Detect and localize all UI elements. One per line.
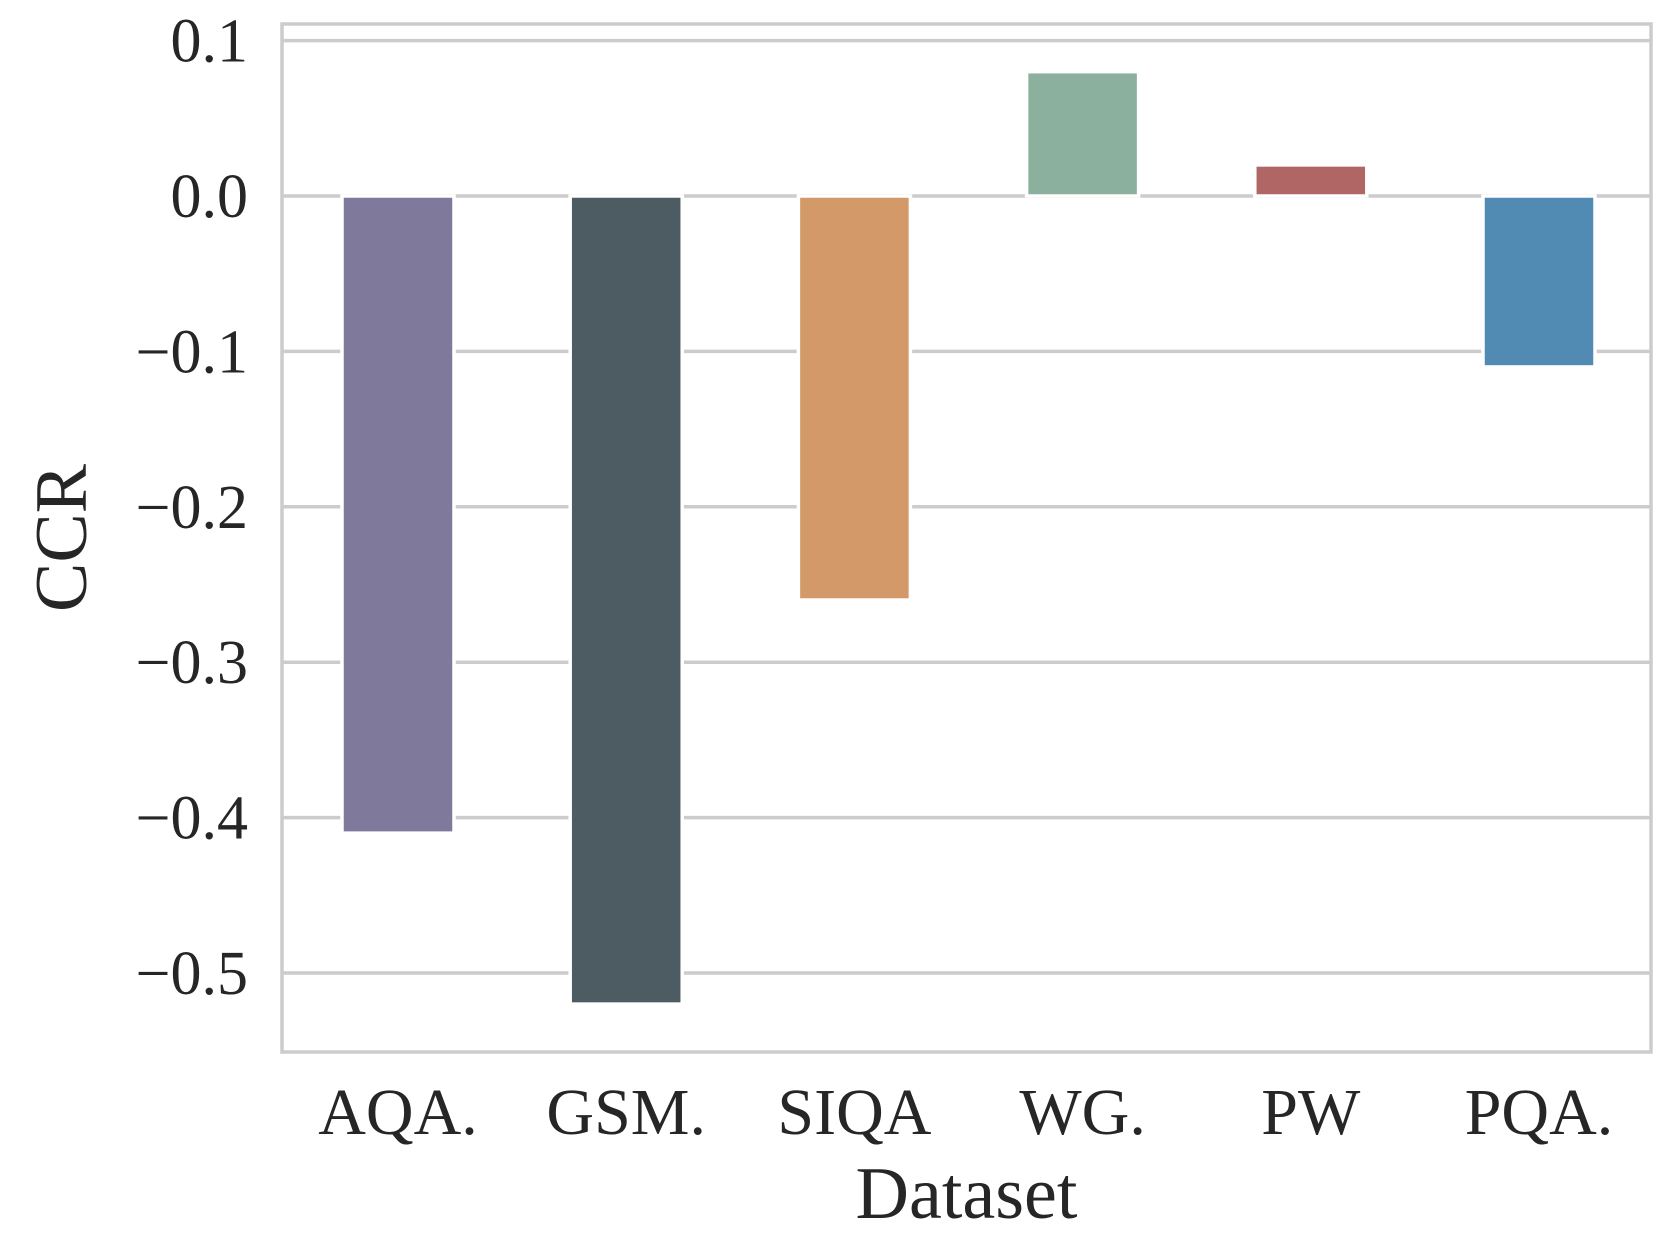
bar-pqa: [1481, 194, 1597, 369]
x-tick-label: PW: [1261, 1076, 1361, 1149]
bar-siqa: [796, 194, 913, 602]
x-tick-labels: AQA. GSM. SIQA WG. PW PQA.: [318, 1076, 1613, 1149]
y-tick-label: −0.4: [136, 785, 248, 853]
grid-lines: [282, 38, 1651, 975]
bar-gsm: [568, 194, 684, 1006]
bar-pw: [1253, 163, 1369, 198]
x-tick-label: GSM.: [546, 1076, 706, 1149]
x-axis-label: Dataset: [856, 1153, 1078, 1235]
y-tick-label: −0.3: [136, 629, 248, 697]
x-tick-label: SIQA: [777, 1076, 931, 1149]
y-tick-labels: 0.1 0.0 −0.1 −0.2 −0.3 −0.4 −0.5: [136, 8, 248, 1008]
y-tick-label: −0.1: [136, 318, 248, 386]
bars: [340, 69, 1597, 1006]
y-tick-label: 0.1: [171, 8, 249, 76]
x-tick-label: AQA.: [318, 1076, 478, 1149]
plot-frame: [280, 22, 1653, 1054]
bar-wg: [1024, 69, 1141, 198]
y-tick-label: −0.5: [136, 940, 248, 1008]
bar-aqa: [340, 194, 456, 835]
y-axis-label: CCR: [21, 463, 103, 612]
x-tick-label: PQA.: [1465, 1076, 1614, 1149]
y-tick-label: −0.2: [136, 474, 248, 542]
x-tick-label: WG.: [1019, 1076, 1145, 1149]
y-tick-label: 0.0: [171, 163, 249, 231]
